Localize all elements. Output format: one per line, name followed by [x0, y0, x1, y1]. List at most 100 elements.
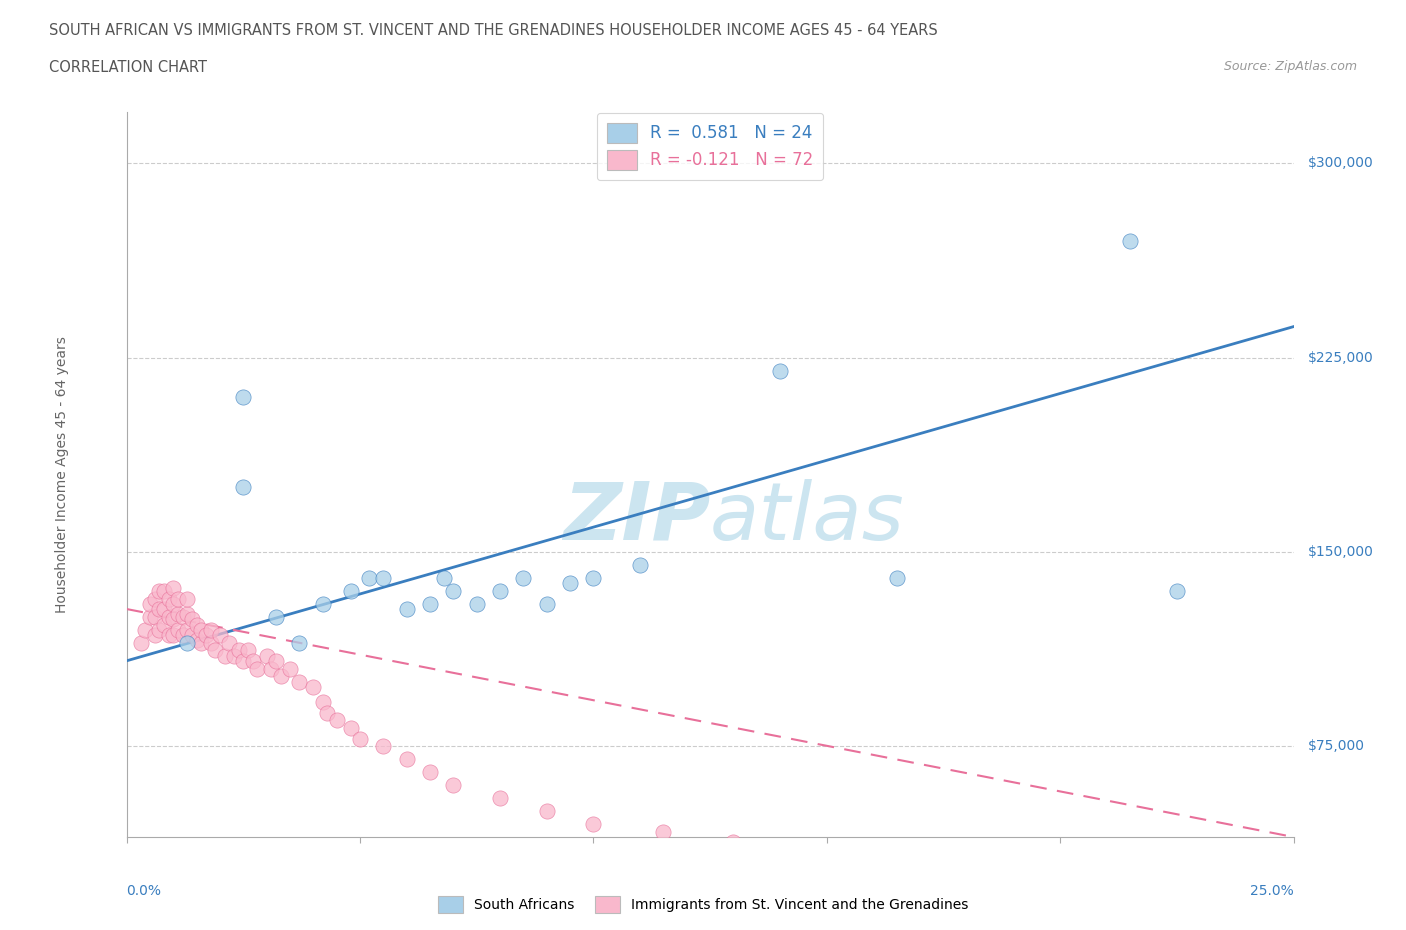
- Point: [723, 835, 745, 850]
- Text: $75,000: $75,000: [1308, 739, 1365, 753]
- Point: [143, 609, 166, 624]
- Point: [288, 635, 311, 650]
- Point: [208, 628, 231, 643]
- Point: [172, 609, 194, 624]
- Point: [932, 869, 955, 883]
- Point: [441, 777, 464, 792]
- Point: [373, 570, 395, 585]
- Point: [162, 596, 184, 611]
- Point: [536, 804, 558, 818]
- Point: [769, 364, 792, 379]
- Point: [536, 596, 558, 611]
- Point: [582, 570, 605, 585]
- Text: $300,000: $300,000: [1308, 156, 1374, 170]
- Point: [395, 602, 418, 617]
- Point: [839, 856, 862, 870]
- Point: [139, 609, 162, 624]
- Point: [148, 602, 170, 617]
- Point: [176, 591, 198, 606]
- Point: [325, 713, 347, 728]
- Point: [652, 824, 675, 839]
- Point: [143, 591, 166, 606]
- Point: [264, 654, 287, 669]
- Point: [1166, 583, 1188, 598]
- Point: [218, 635, 240, 650]
- Point: [232, 480, 254, 495]
- Point: [180, 612, 202, 627]
- Point: [167, 591, 190, 606]
- Point: [260, 661, 283, 676]
- Point: [172, 628, 194, 643]
- Point: [176, 635, 198, 650]
- Point: [167, 622, 190, 637]
- Point: [157, 628, 180, 643]
- Point: [204, 643, 226, 658]
- Point: [139, 596, 162, 611]
- Legend: South Africans, Immigrants from St. Vincent and the Grenadines: South Africans, Immigrants from St. Vinc…: [432, 890, 974, 919]
- Point: [190, 635, 212, 650]
- Point: [264, 609, 287, 624]
- Point: [134, 622, 156, 637]
- Point: [232, 654, 254, 669]
- Point: [236, 643, 259, 658]
- Point: [246, 661, 269, 676]
- Point: [186, 632, 208, 647]
- Text: atlas: atlas: [710, 479, 905, 557]
- Point: [162, 581, 184, 596]
- Point: [153, 618, 176, 632]
- Point: [190, 622, 212, 637]
- Point: [222, 648, 245, 663]
- Point: [1025, 882, 1047, 897]
- Point: [167, 606, 190, 621]
- Point: [288, 674, 311, 689]
- Point: [180, 628, 202, 643]
- Point: [349, 731, 371, 746]
- Point: [1119, 233, 1142, 248]
- Text: Householder Income Ages 45 - 64 years: Householder Income Ages 45 - 64 years: [55, 336, 69, 613]
- Text: SOUTH AFRICAN VS IMMIGRANTS FROM ST. VINCENT AND THE GRENADINES HOUSEHOLDER INCO: SOUTH AFRICAN VS IMMIGRANTS FROM ST. VIN…: [49, 23, 938, 38]
- Legend: R =  0.581   N = 24, R = -0.121   N = 72: R = 0.581 N = 24, R = -0.121 N = 72: [596, 113, 824, 180]
- Point: [129, 635, 152, 650]
- Text: $225,000: $225,000: [1308, 351, 1374, 365]
- Point: [200, 635, 222, 650]
- Point: [194, 628, 217, 643]
- Point: [395, 751, 418, 766]
- Point: [339, 721, 361, 736]
- Point: [886, 570, 908, 585]
- Text: CORRELATION CHART: CORRELATION CHART: [49, 60, 207, 75]
- Point: [489, 790, 512, 805]
- Point: [278, 661, 301, 676]
- Text: 25.0%: 25.0%: [1250, 884, 1294, 897]
- Point: [339, 583, 361, 598]
- Point: [792, 845, 814, 860]
- Text: Source: ZipAtlas.com: Source: ZipAtlas.com: [1223, 60, 1357, 73]
- Point: [242, 654, 264, 669]
- Text: 0.0%: 0.0%: [127, 884, 162, 897]
- Text: ZIP: ZIP: [562, 479, 710, 557]
- Point: [153, 602, 176, 617]
- Point: [465, 596, 488, 611]
- Text: $150,000: $150,000: [1308, 545, 1374, 559]
- Point: [148, 622, 170, 637]
- Point: [157, 591, 180, 606]
- Point: [419, 764, 441, 779]
- Point: [302, 679, 325, 694]
- Point: [256, 648, 278, 663]
- Point: [214, 648, 236, 663]
- Point: [433, 570, 456, 585]
- Point: [157, 609, 180, 624]
- Point: [558, 576, 581, 591]
- Point: [582, 817, 605, 831]
- Point: [143, 628, 166, 643]
- Point: [200, 622, 222, 637]
- Point: [162, 612, 184, 627]
- Point: [359, 570, 381, 585]
- Point: [153, 583, 176, 598]
- Point: [441, 583, 464, 598]
- Point: [311, 596, 333, 611]
- Point: [228, 643, 250, 658]
- Point: [419, 596, 441, 611]
- Point: [232, 389, 254, 404]
- Point: [373, 738, 395, 753]
- Point: [186, 618, 208, 632]
